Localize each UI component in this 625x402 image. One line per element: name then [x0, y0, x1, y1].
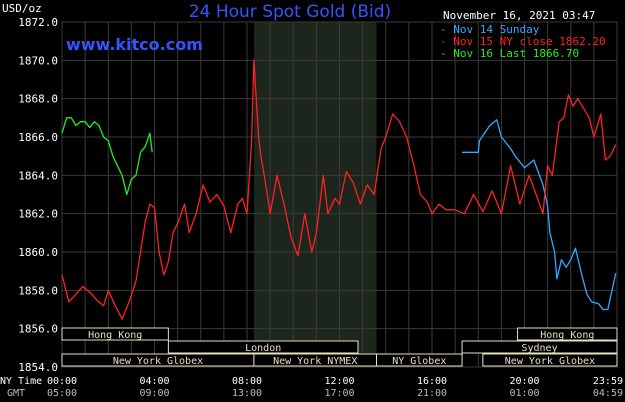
legend-item-nov14: - Nov 14 Sunday [440, 23, 540, 36]
x-axis-label-gmt: GMT [7, 388, 25, 399]
session-label: London [245, 343, 281, 354]
x-tick-label-ny: 04:00 [139, 376, 169, 387]
y-tick-label: 1858.0 [18, 284, 58, 297]
series-line-0 [462, 119, 617, 311]
chart-datetime: November 16, 2021 03:47 [443, 9, 595, 22]
watermark-url: www.kitco.com [66, 35, 203, 54]
session-label: Hong Kong [540, 330, 594, 341]
y-tick-label: 1862.0 [18, 208, 58, 221]
x-axis-label-ny: NY Time [0, 376, 42, 387]
y-tick-label: 1854.0 [18, 361, 58, 374]
y-tick-label: 1860.0 [18, 246, 58, 259]
session-bar [167, 340, 359, 354]
session-bar [517, 327, 618, 341]
session-label: Hong Kong [88, 330, 142, 341]
session-label: NY Globex [392, 356, 446, 367]
session-label: Sydney [521, 343, 557, 354]
session-label: New York NYMEX [273, 356, 357, 367]
x-tick-label-gmt: 17:00 [324, 388, 354, 399]
session-label: New York Globex [505, 356, 595, 367]
x-tick-label-gmt: 21:00 [417, 388, 447, 399]
x-tick-label-gmt: 09:00 [139, 388, 169, 399]
x-tick-label-ny: 16:00 [417, 376, 447, 387]
session-label: New York Globex [113, 356, 203, 367]
x-tick-label-gmt: 13:00 [232, 388, 262, 399]
x-tick-label-ny: 23:59 [593, 376, 623, 387]
y-tick-label: 1870.0 [18, 54, 58, 67]
x-tick-label-gmt: 05:00 [47, 388, 77, 399]
legend: - Nov 14 Sunday - Nov 15 NY close 1862.2… [440, 23, 606, 60]
session-bar [61, 327, 169, 341]
y-tick-label: 1872.0 [18, 16, 58, 29]
legend-item-nov15: - Nov 15 NY close 1862.20 [440, 35, 606, 48]
session-bar [376, 353, 463, 367]
chart-title: 24 Hour Spot Gold (Bid) [189, 2, 391, 22]
series-line-1 [61, 59, 617, 320]
x-tick-label-gmt: 04:59 [593, 388, 623, 399]
y-tick-label: 1866.0 [18, 131, 58, 144]
legend-item-nov16: - Nov 16 Last 1866.70 [440, 47, 579, 60]
session-bar [461, 340, 618, 354]
y-tick-label: 1864.0 [18, 169, 58, 182]
session-bar [482, 353, 618, 367]
x-tick-label-ny: 00:00 [47, 376, 77, 387]
x-tick-label-gmt: 01:00 [509, 388, 539, 399]
x-tick-label-ny: 20:00 [509, 376, 539, 387]
series-line-2 [61, 117, 153, 196]
y-tick-label: 1856.0 [18, 323, 58, 336]
x-tick-label-ny: 12:00 [324, 376, 354, 387]
y-tick-label: 1868.0 [18, 93, 58, 106]
x-tick-label-ny: 08:00 [232, 376, 262, 387]
unit-label: USD/oz [2, 2, 42, 15]
shaded-region [253, 22, 377, 367]
